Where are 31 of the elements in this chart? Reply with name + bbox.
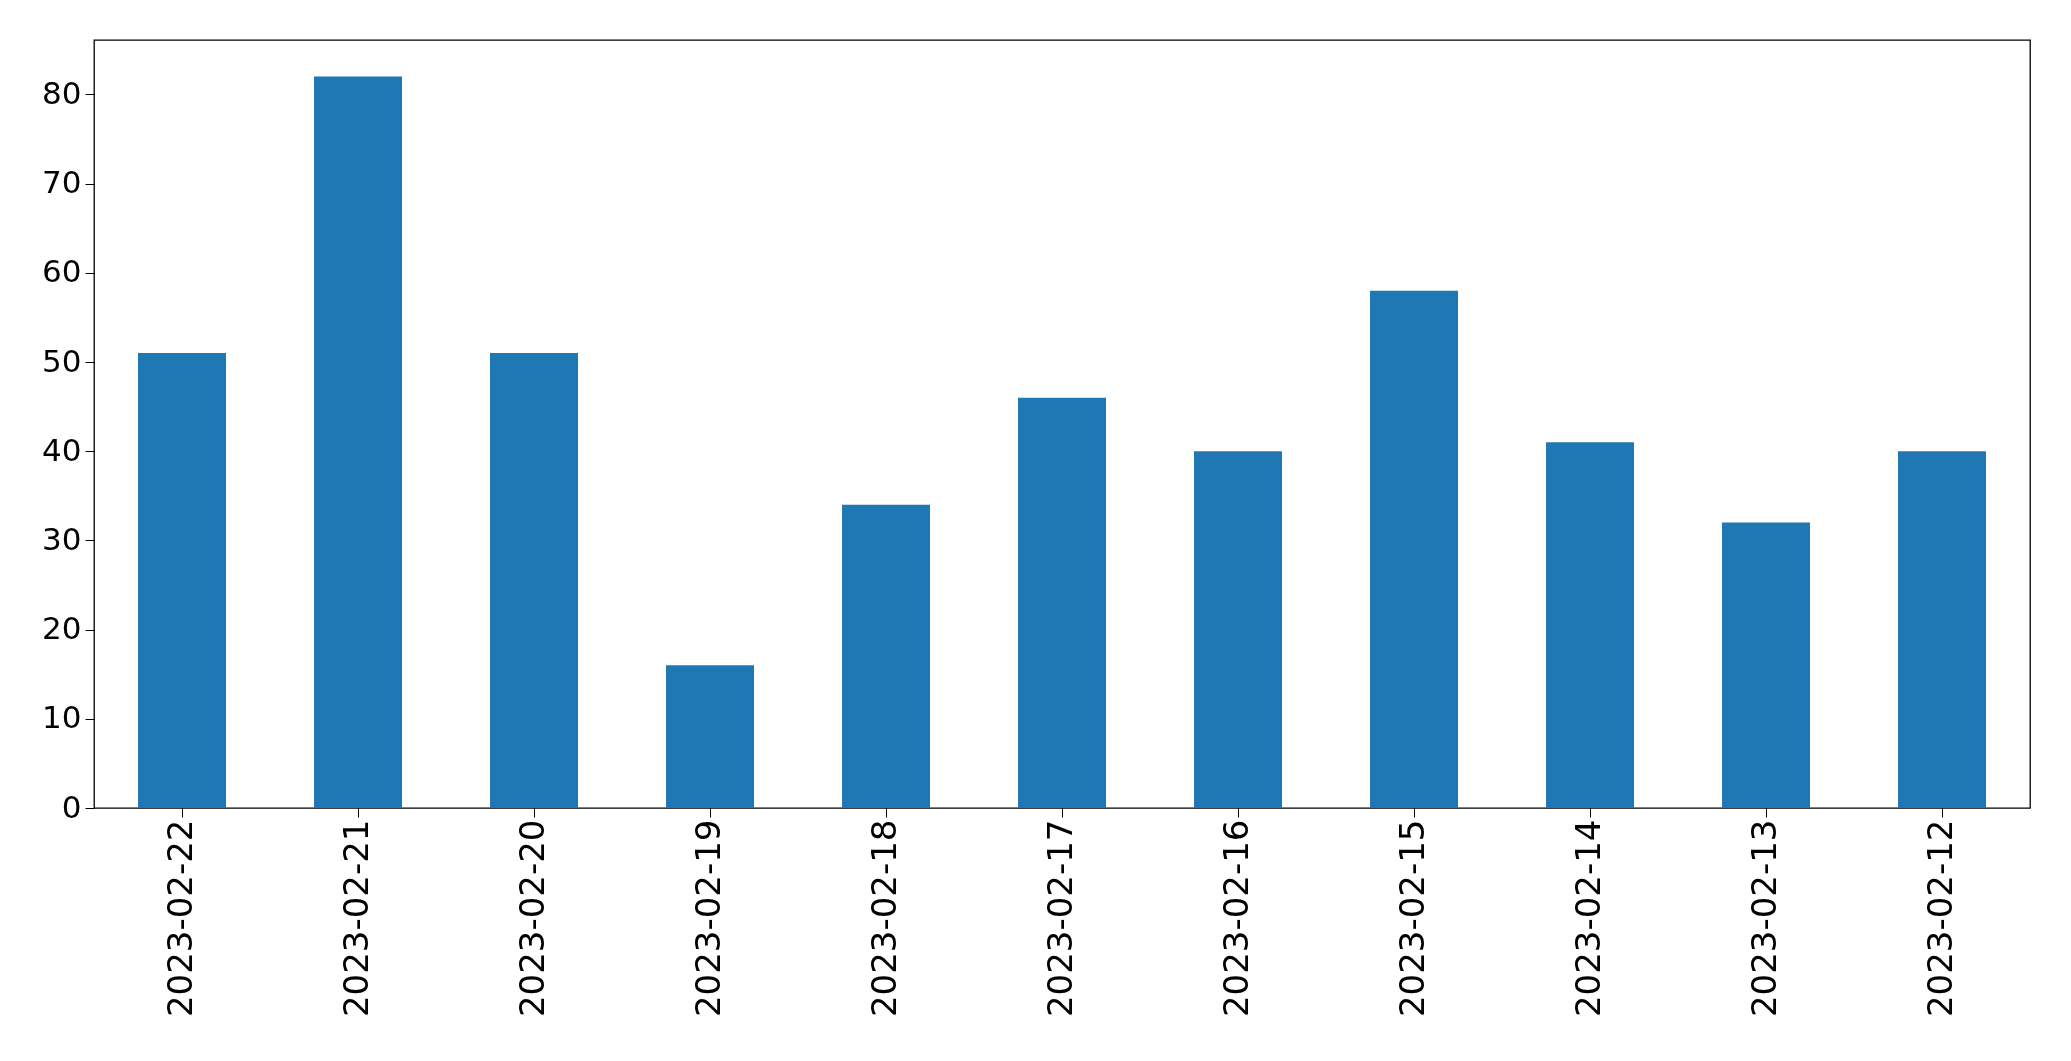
x-tick-label: 2023-02-21	[336, 819, 376, 1018]
x-tick-label: 2023-02-14	[1568, 819, 1608, 1018]
bar	[1722, 522, 1810, 808]
bar	[666, 665, 754, 808]
bar	[490, 353, 578, 808]
bar	[314, 76, 402, 808]
y-tick-label: 70	[42, 164, 82, 201]
y-tick-label: 80	[42, 74, 82, 111]
x-tick-label: 2023-02-19	[688, 819, 728, 1018]
bar	[1546, 442, 1634, 808]
bar	[842, 504, 930, 808]
y-tick-label: 0	[61, 788, 82, 825]
x-tick-label: 2023-02-12	[1920, 819, 1960, 1018]
x-tick-label: 2023-02-17	[1040, 819, 1080, 1018]
y-tick-label: 40	[42, 431, 82, 468]
y-tick-label: 60	[42, 253, 82, 290]
x-tick-label: 2023-02-22	[160, 819, 200, 1018]
x-tick-label: 2023-02-15	[1392, 819, 1432, 1018]
y-tick-label: 20	[42, 610, 82, 647]
y-tick-label: 30	[42, 520, 82, 557]
x-tick-label: 2023-02-20	[512, 819, 552, 1018]
y-tick-label: 50	[42, 342, 82, 379]
y-tick-label: 10	[42, 699, 82, 736]
bar	[1194, 451, 1282, 808]
x-tick-label: 2023-02-18	[864, 819, 904, 1018]
x-tick-label: 2023-02-13	[1744, 819, 1784, 1018]
x-tick-label: 2023-02-16	[1216, 819, 1256, 1018]
bar	[1898, 451, 1986, 808]
bar	[1370, 290, 1458, 808]
bar	[1018, 397, 1106, 808]
bar	[138, 353, 226, 808]
